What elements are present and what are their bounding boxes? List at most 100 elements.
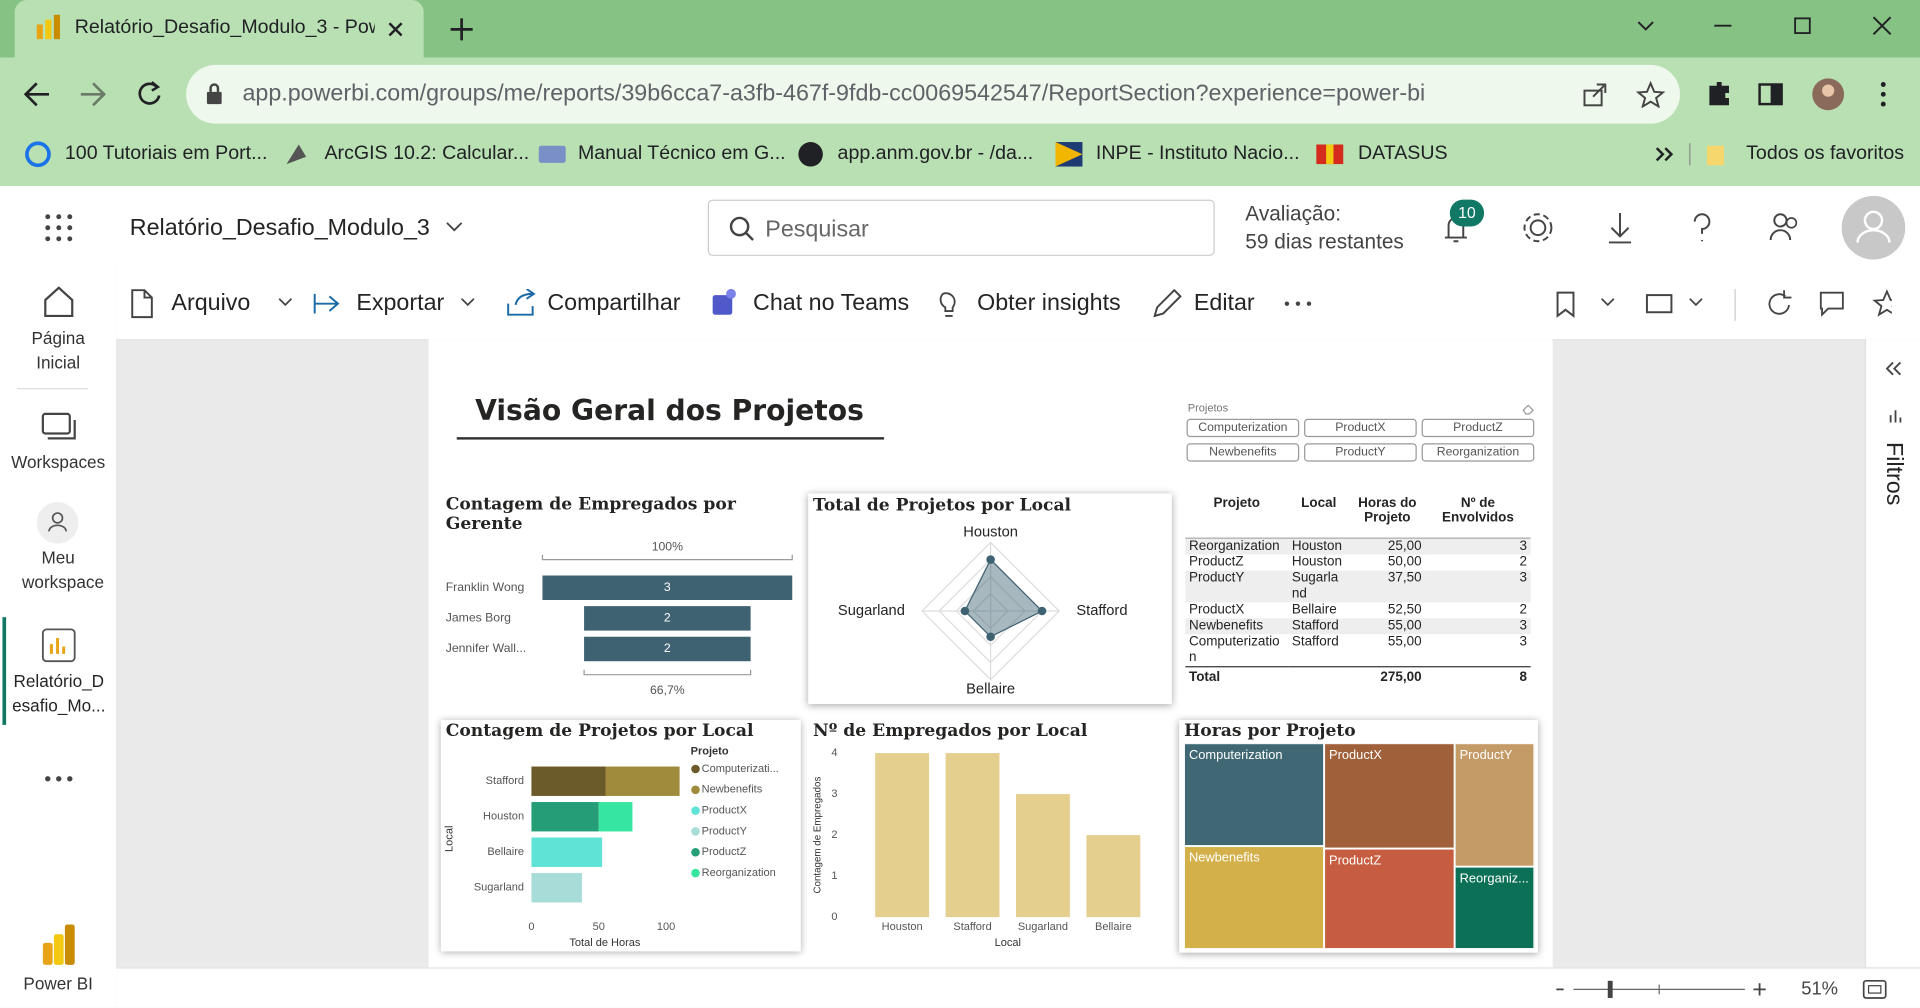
table-cell: Bellaire: [1291, 601, 1337, 617]
bookmark[interactable]: INPE - Instituto Nacio...: [1095, 143, 1300, 165]
column-header: Projeto: [1213, 495, 1260, 511]
nav-item[interactable]: Power BI: [23, 973, 93, 994]
table-cell: 3: [1519, 538, 1527, 553]
tile-label: Reorganiz...: [1460, 870, 1529, 885]
window-controls[interactable]: [1629, 12, 1911, 44]
bookmark[interactable]: Manual Técnico em G...: [577, 143, 786, 165]
active-tab[interactable]: Relatório_Desafio_Modulo_3 - Powe: [14, 0, 424, 58]
toolbar-button[interactable]: Compartilhar: [547, 290, 681, 316]
bar-segment: [531, 802, 599, 832]
tab-icon: [36, 14, 61, 40]
toolbar-icons: [131, 288, 1892, 321]
chevron[interactable]: [446, 220, 463, 232]
y-tick-label: 3: [831, 788, 837, 800]
x-tick-label: Bellaire: [1095, 921, 1132, 933]
avatar[interactable]: [1841, 195, 1906, 260]
table-row: ProductY Sugarland 37,50 3: [1185, 570, 1531, 602]
bracket: [583, 669, 752, 676]
total-label: Total: [1188, 669, 1221, 684]
bookmark[interactable]: DATASUS: [1357, 143, 1448, 165]
toolbar-button[interactable]: Arquivo: [171, 290, 251, 316]
y-axis-label: Contagem de Empregados: [813, 777, 824, 894]
address-bar[interactable]: app.powerbi.com/groups/me/reports/39b6cc…: [186, 64, 1681, 124]
bookmark[interactable]: 100 Tutoriais em Port...: [64, 143, 268, 165]
bookmark[interactable]: ArcGIS 10.2: Calcular...: [324, 143, 530, 165]
radar-point: [1037, 606, 1047, 616]
more-icon[interactable]: [44, 774, 73, 784]
treemap-visual: Horas por Projeto Computerization Newbene…: [1179, 720, 1538, 953]
filters-pane[interactable]: Filtros: [1864, 339, 1920, 968]
workspaces-icon: [41, 412, 76, 440]
table-cell: ProductX: [1188, 601, 1245, 617]
column-chart: 0 1 2 3 4 Contagem de Empregados Houston Staffo…: [813, 747, 1141, 949]
treemap-tile: [1453, 865, 1535, 949]
nav-item[interactable]: Meu workspace: [22, 547, 104, 592]
x-tick-label: 0: [528, 921, 534, 933]
eraser-icon[interactable]: [1522, 403, 1534, 415]
tile-label: Newbenefits: [1189, 850, 1260, 865]
slicer-item[interactable]: Newbenefits: [1186, 443, 1300, 462]
toolbar-button[interactable]: Exportar: [356, 290, 445, 316]
legend-label: ProductX: [702, 805, 748, 817]
app-launcher[interactable]: [44, 213, 73, 242]
trial-days: 59 dias restantes: [1245, 230, 1404, 254]
toolbar-button[interactable]: Editar: [1193, 290, 1255, 316]
category-label: Houston: [483, 811, 524, 823]
slicer-item[interactable]: Reorganization: [1421, 443, 1535, 462]
table-cell: Reorganization: [1188, 538, 1280, 553]
toolbar-button[interactable]: Chat no Teams: [753, 290, 910, 316]
table-cell: Sugarland: [1291, 570, 1339, 601]
legend-marker: [691, 764, 700, 774]
new-tab[interactable]: [448, 16, 475, 43]
bookmark-overflow[interactable]: [1653, 141, 1726, 168]
fit-icon[interactable]: [1862, 978, 1887, 1000]
legend-label: Reorganization: [702, 867, 776, 879]
y-tick-label: 1: [831, 870, 837, 882]
total-count: 8: [1519, 669, 1527, 684]
funnel-bar: [542, 575, 793, 601]
table-cell: 2: [1519, 554, 1527, 569]
search-box[interactable]: Pesquisar: [707, 199, 1215, 256]
url-actions[interactable]: [1582, 80, 1668, 108]
slicer-item[interactable]: ProductZ: [1421, 418, 1535, 438]
y-axis-label: Local: [443, 826, 455, 852]
chart-title: Nº de Empregados por Local: [813, 721, 1088, 741]
table-cell: Newbenefits: [1188, 617, 1264, 633]
status-bar: 51%: [116, 967, 1920, 1008]
nav-item[interactable]: Página Inicial: [31, 328, 85, 373]
zoom-slider[interactable]: [1551, 977, 1771, 1001]
treemap-tile: [1323, 847, 1456, 949]
radar-chart: Houston Stafford Bellaire Sugarland: [838, 525, 1128, 698]
bracket: [541, 554, 793, 561]
category-label: Stafford: [486, 775, 524, 787]
radar-label: Houston: [963, 525, 1018, 541]
table-cell: 50,00: [1387, 554, 1422, 569]
bookmark[interactable]: app.anm.gov.br - /da...: [837, 143, 1034, 165]
home-icon: [44, 286, 74, 318]
toolbar-button[interactable]: Obter insights: [977, 290, 1121, 316]
total-cell: [1288, 666, 1349, 685]
slicer-item[interactable]: Computerization: [1186, 418, 1300, 438]
nav-item[interactable]: Relatório_Desafio_Mo...: [12, 671, 106, 716]
header-actions[interactable]: [1440, 211, 1881, 248]
browser-actions[interactable]: [1704, 78, 1900, 112]
all-bookmarks[interactable]: Todos os favoritos: [1746, 143, 1905, 165]
legend-marker: [691, 847, 700, 857]
slicer-item[interactable]: ProductY: [1304, 443, 1417, 462]
active-indicator: [2, 617, 7, 725]
legend-label: Newbenefits: [702, 784, 763, 796]
radar-point: [960, 606, 970, 616]
funnel-top-label: 100%: [652, 540, 683, 554]
nav-buttons[interactable]: [22, 78, 169, 110]
nav-item[interactable]: Workspaces: [11, 451, 106, 472]
bar: [875, 753, 930, 918]
slicer-item[interactable]: ProductX: [1304, 418, 1417, 438]
table-cell: 55,00: [1387, 633, 1422, 649]
legend-marker: [691, 827, 700, 836]
report-icon: [41, 628, 76, 663]
column-visual: Nº de Empregados por Local 0 1 2 3 4 Contagem…: [808, 720, 1172, 951]
report-name[interactable]: Relatório_Desafio_Modulo_3: [129, 215, 430, 242]
close-tab[interactable]: [387, 21, 404, 38]
collapse-icon[interactable]: [1885, 361, 1903, 376]
